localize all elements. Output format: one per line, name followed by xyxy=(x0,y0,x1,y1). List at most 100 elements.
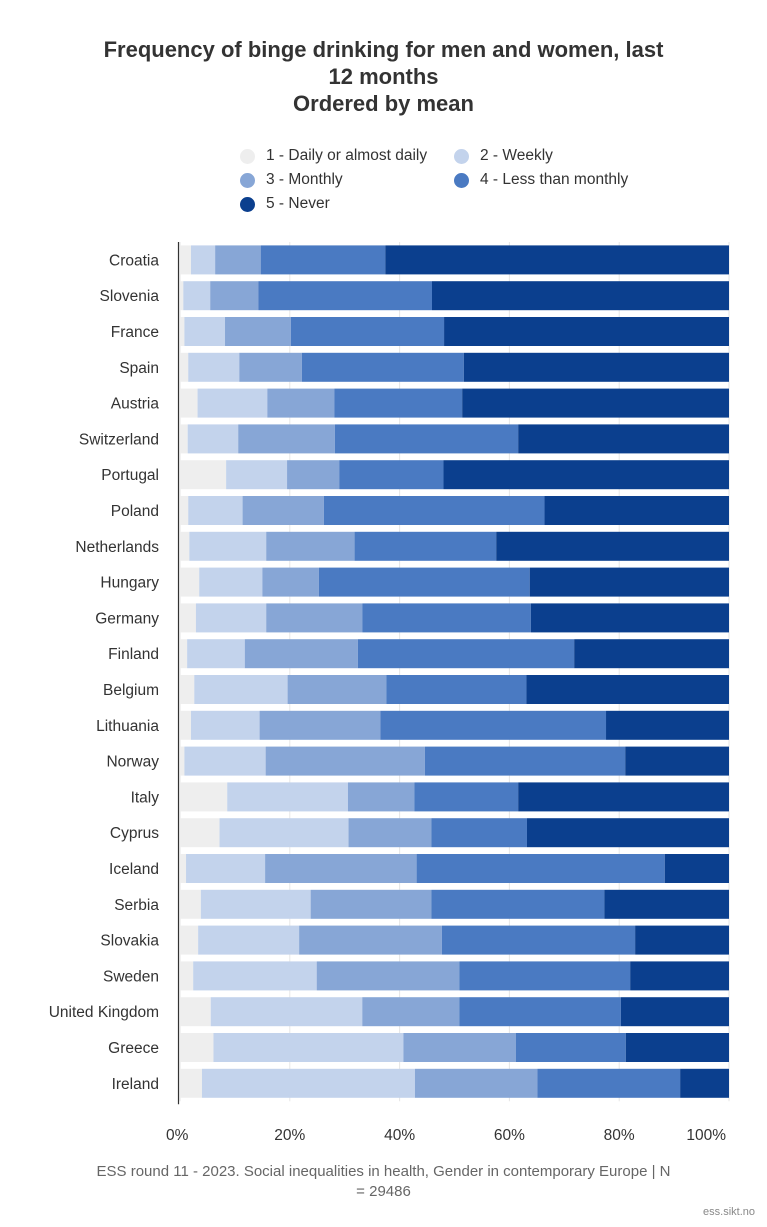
bar-segment xyxy=(260,245,386,275)
bar-segment xyxy=(242,496,324,525)
category-label: Greece xyxy=(108,1040,159,1057)
x-tick-label: 40% xyxy=(384,1127,415,1144)
bar-segment xyxy=(180,567,200,597)
bar-segment xyxy=(180,782,228,812)
bar-segment xyxy=(574,639,729,669)
bar-segment xyxy=(187,639,245,669)
bar-segment xyxy=(526,818,729,848)
bar-segment xyxy=(180,388,198,418)
bar-segment xyxy=(188,352,240,382)
category-label: Portugal xyxy=(101,467,159,484)
bar-segment xyxy=(530,603,729,633)
category-label: Spain xyxy=(119,360,159,377)
legend-swatch xyxy=(454,148,469,164)
category-label: Finland xyxy=(108,646,159,663)
category-label: Serbia xyxy=(114,897,159,914)
bar-segment xyxy=(190,245,216,275)
category-label: Sweden xyxy=(103,968,159,985)
bar-segment xyxy=(385,245,729,275)
category-label: Austria xyxy=(111,396,160,413)
bar-segment xyxy=(606,710,729,740)
bar-segment xyxy=(266,531,355,561)
bar-segment xyxy=(459,997,621,1027)
bar-segment xyxy=(180,710,191,740)
bar-segment xyxy=(180,675,195,704)
legend-swatch xyxy=(240,196,255,212)
bar-segment xyxy=(215,245,261,275)
bar-segment xyxy=(348,818,432,848)
bar-segment xyxy=(184,317,226,346)
x-tick-label: 20% xyxy=(274,1127,305,1144)
bar-segment xyxy=(199,567,263,597)
bar-segment xyxy=(625,1033,729,1062)
bar-segment xyxy=(227,782,348,812)
bar-segment xyxy=(225,317,291,346)
bar-segment xyxy=(620,997,729,1027)
bar-segment xyxy=(265,746,425,776)
stacked-bar-chart: Croatia Slovenia France Spain Austria Switzer… xyxy=(49,242,730,1144)
bar-segment xyxy=(258,281,432,311)
bar-segment xyxy=(354,531,497,561)
bar-segment xyxy=(544,496,729,525)
legend-label: 1 - Daily or almost daily xyxy=(266,147,428,164)
category-label: Netherlands xyxy=(75,539,159,556)
legend-swatch xyxy=(240,148,255,164)
legend-item[interactable]: 4 - Less than monthly xyxy=(454,171,628,189)
bar-segment xyxy=(630,961,729,991)
bar-segment xyxy=(238,424,335,454)
bar-segment xyxy=(416,854,665,883)
bar-segment xyxy=(424,746,626,776)
bar-segment xyxy=(267,388,335,418)
category-label: Hungary xyxy=(100,575,159,592)
bar-segment xyxy=(180,746,185,776)
chart-subtitle: Ordered by mean xyxy=(293,91,474,116)
bar-segment xyxy=(463,352,729,382)
bar-segment xyxy=(310,889,432,919)
legend-label: 2 - Weekly xyxy=(480,147,553,164)
category-label: United Kingdom xyxy=(49,1004,159,1021)
bar-segment xyxy=(259,710,381,740)
bar-segment xyxy=(362,603,531,633)
bar-segment xyxy=(180,1068,202,1098)
category-label: Belgium xyxy=(103,682,159,699)
bar-segment xyxy=(180,925,199,955)
legend-swatch xyxy=(240,172,255,188)
legend-item[interactable]: 5 - Never xyxy=(240,195,330,213)
x-tick-label: 0% xyxy=(166,1127,189,1144)
category-label: France xyxy=(111,324,159,341)
legend-item[interactable]: 1 - Daily or almost daily xyxy=(240,147,427,165)
bar-segment xyxy=(496,531,729,561)
category-label: Cyprus xyxy=(110,825,159,842)
legend-item[interactable]: 2 - Weekly xyxy=(454,147,553,165)
footer-line: ESS round 11 - 2023. Social inequalities… xyxy=(96,1163,671,1180)
bar-segment xyxy=(180,854,187,883)
category-label: Ireland xyxy=(112,1076,159,1093)
category-label: Norway xyxy=(106,754,159,771)
footer-line: = 29486 xyxy=(356,1183,411,1200)
bar-segment xyxy=(323,496,545,525)
legend-item[interactable]: 3 - Monthly xyxy=(240,171,343,189)
bar-segment xyxy=(664,854,729,883)
bar-segment xyxy=(210,997,363,1027)
bar-segment xyxy=(414,782,519,812)
chart-footer: ESS round 11 - 2023. Social inequalities… xyxy=(40,1162,727,1202)
bar-segment xyxy=(316,961,460,991)
bar-segment xyxy=(201,1068,415,1098)
bar-segment xyxy=(443,460,729,490)
bar-segment xyxy=(226,460,288,490)
chart-title-line: 12 months xyxy=(328,64,439,89)
bar-segment xyxy=(180,460,227,490)
category-label: Poland xyxy=(111,503,159,520)
legend-label: 5 - Never xyxy=(266,195,330,212)
bar-segment xyxy=(444,317,729,346)
legend-swatch xyxy=(454,172,469,188)
bar-segment xyxy=(339,460,444,490)
bar-segment xyxy=(180,496,189,525)
category-label: Slovenia xyxy=(100,288,160,305)
bar-segment xyxy=(213,1033,404,1062)
legend-label: 3 - Monthly xyxy=(266,171,343,188)
bar-segment xyxy=(318,567,530,597)
bar-segment xyxy=(186,854,266,883)
bar-segment xyxy=(219,818,349,848)
bar-segment xyxy=(239,352,302,382)
